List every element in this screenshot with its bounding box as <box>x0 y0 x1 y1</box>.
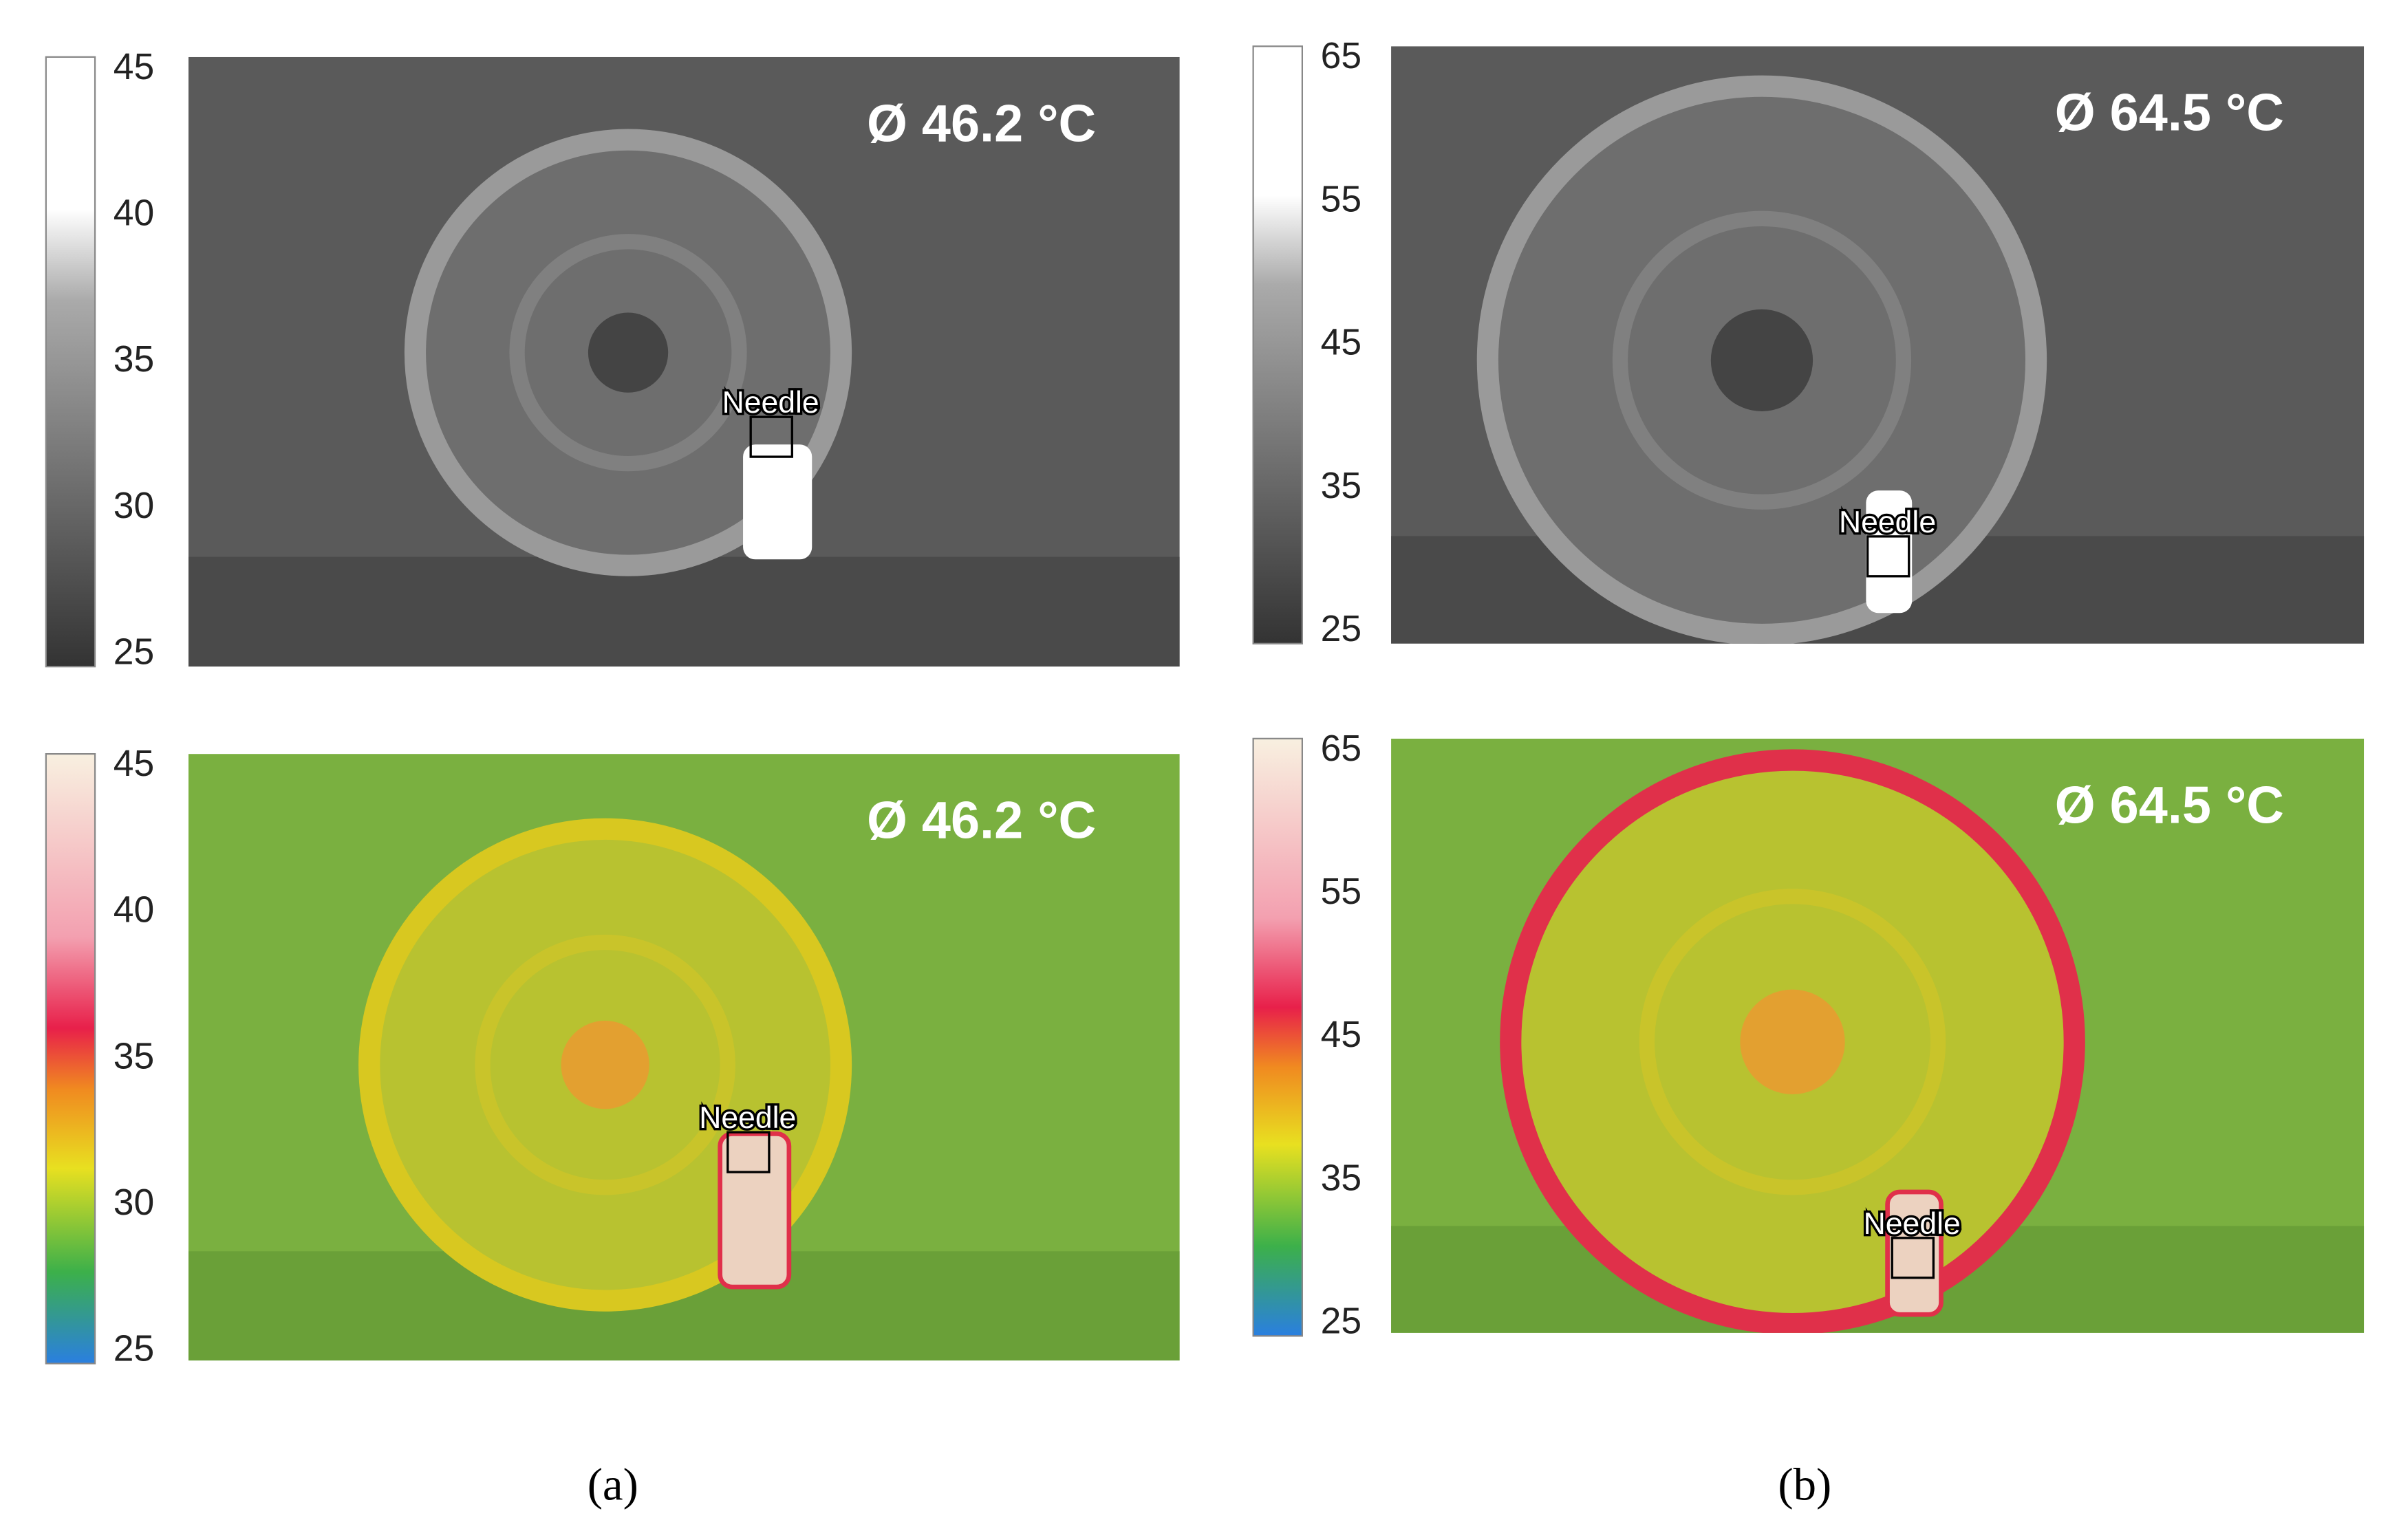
colorbar-tick-label: 40 <box>114 890 154 931</box>
thermal-panel: 25 35 45 55 65 Needle Ø 64.5 °C <box>1252 728 2365 1342</box>
colorbar <box>1252 45 1303 644</box>
wheel-hub <box>1740 989 1845 1094</box>
needle-box <box>1866 535 1910 578</box>
wheel-rim <box>1476 75 2047 644</box>
wheel-rim <box>1500 749 2085 1333</box>
thermal-panel: 25 30 35 40 45 Needle Ø 46.2 °C <box>45 47 1180 672</box>
hot-spot <box>1885 1189 1944 1317</box>
needle-label: Needle <box>1864 1207 1961 1241</box>
colorbar-tick-label: 30 <box>114 1182 154 1223</box>
wheel-hub <box>561 1021 649 1109</box>
colorbar-tick-label: 65 <box>1321 728 1361 769</box>
colorbar-tick-label: 25 <box>1321 609 1361 649</box>
temperature-reading: Ø 64.5 °C <box>2055 84 2284 142</box>
floor <box>188 556 1180 667</box>
colorbar-tick-label: 35 <box>1321 466 1361 506</box>
wheel-inner <box>509 234 747 472</box>
thermal-image <box>188 56 1180 667</box>
colorbar-tick-label: 25 <box>114 1329 154 1369</box>
hot-spot <box>718 1131 792 1290</box>
colorbar-tick-label: 30 <box>114 486 154 526</box>
needle-label: Needle <box>1839 506 1936 539</box>
temperature-reading: Ø 46.2 °C <box>867 792 1096 850</box>
colorbar-tick-label: 65 <box>1321 36 1361 76</box>
wheel-inner <box>475 934 735 1195</box>
needle-box <box>1891 1237 1935 1279</box>
caption: (b) <box>1778 1459 1831 1510</box>
thermal-image <box>188 754 1180 1360</box>
colorbar-tick-label: 45 <box>114 47 154 87</box>
colorbar-tick-label: 45 <box>1321 323 1361 363</box>
needle-label: Needle <box>699 1101 796 1135</box>
caption: (a) <box>588 1459 638 1510</box>
wheel-rim <box>404 129 852 576</box>
needle-label: Needle <box>722 386 819 420</box>
colorbar-tick-label: 40 <box>114 193 154 233</box>
wheel-inner <box>1612 210 1912 510</box>
temperature-reading: Ø 46.2 °C <box>867 94 1096 153</box>
colorbar-tick-label: 25 <box>114 631 154 672</box>
wheel-inner <box>1639 889 1946 1195</box>
wheel-hub <box>1710 309 1813 411</box>
thermal-panel: 25 30 35 40 45 Needle Ø 46.2 °C <box>45 744 1180 1369</box>
wheel-hub <box>588 312 669 393</box>
thermal-image <box>1391 738 2365 1333</box>
colorbar-tick-label: 35 <box>1321 1158 1361 1198</box>
colorbar-tick-label: 35 <box>114 339 154 380</box>
colorbar-tick-label: 55 <box>1321 871 1361 912</box>
colorbar-tick-label: 55 <box>1321 179 1361 219</box>
wheel-rim <box>358 818 852 1312</box>
colorbar-tick-label: 35 <box>114 1036 154 1076</box>
temperature-reading: Ø 64.5 °C <box>2055 776 2284 834</box>
colorbar-tick-label: 45 <box>114 744 154 784</box>
hot-spot <box>1866 490 1913 614</box>
thermal-panel: 25 35 45 55 65 Needle Ø 64.5 °C <box>1252 36 2365 649</box>
colorbar <box>45 56 96 668</box>
colorbar <box>45 753 96 1365</box>
needle-box <box>749 415 793 458</box>
hot-spot <box>743 444 812 560</box>
colorbar <box>1252 737 1303 1337</box>
thermal-image <box>1391 46 2365 644</box>
colorbar-tick-label: 25 <box>1321 1301 1361 1342</box>
colorbar-tick-label: 45 <box>1321 1015 1361 1055</box>
needle-box <box>726 1131 771 1173</box>
